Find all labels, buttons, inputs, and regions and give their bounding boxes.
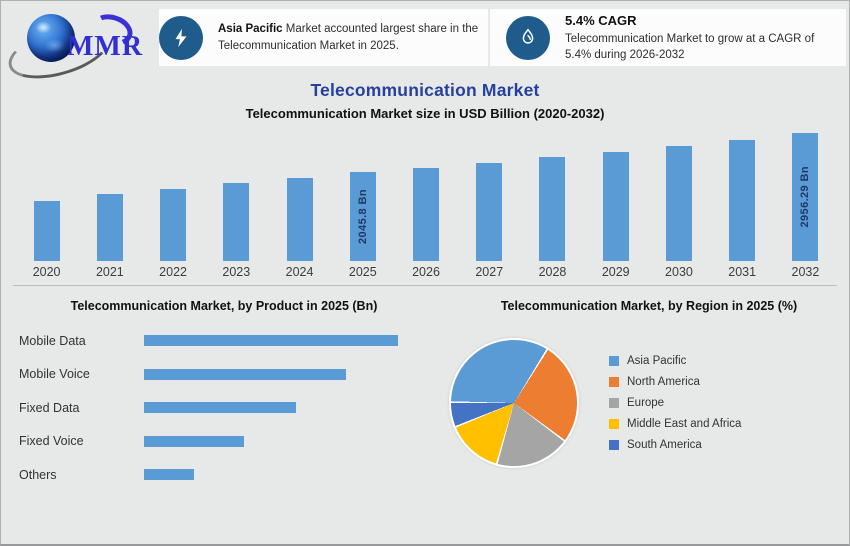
- lightning-icon: [159, 15, 203, 60]
- bar-2031: [729, 139, 756, 261]
- legend-label: South America: [627, 438, 702, 451]
- product-row: Mobile Voice: [1, 358, 447, 392]
- bar-column-2026: [394, 129, 457, 261]
- product-bar: [144, 335, 399, 347]
- product-row: Fixed Data: [1, 391, 447, 425]
- bar-column-2023: [205, 129, 268, 261]
- logo-text: MMR: [67, 31, 144, 62]
- legend-item: Middle East and Africa: [609, 413, 741, 434]
- legend-label: Asia Pacific: [627, 354, 687, 367]
- x-tick-2020: 2020: [32, 265, 61, 279]
- region-chart: Telecommunication Market, by Region in 2…: [447, 293, 849, 468]
- bar-2021: [96, 194, 123, 261]
- legend-label: Middle East and Africa: [627, 417, 742, 430]
- x-tick-2027: 2027: [475, 265, 504, 279]
- bar-column-2027: [458, 129, 521, 261]
- page-title: Telecommunication Market: [310, 80, 540, 100]
- flame-icon: [506, 15, 550, 60]
- product-row: Mobile Data: [1, 324, 447, 358]
- callout-asia-pacific-text: Asia Pacific Market accounted largest sh…: [218, 21, 488, 53]
- callout-highlight: Asia Pacific: [218, 23, 283, 36]
- bar-2030: [665, 145, 692, 261]
- x-tick-2022: 2022: [159, 265, 187, 279]
- globe-icon: [27, 14, 75, 62]
- product-label: Fixed Voice: [19, 434, 84, 449]
- legend-label: Europe: [627, 396, 665, 409]
- callout-cagr-text: 5.4% CAGR Telecommunication Market to gr…: [565, 12, 846, 63]
- product-bar: [144, 368, 347, 380]
- product-row: Others: [1, 458, 447, 492]
- product-label: Fixed Data: [19, 400, 80, 415]
- bar-column-2032: 2956.29 Bn: [774, 129, 837, 261]
- bar-2032: 2956.29 Bn: [792, 132, 819, 261]
- bar-2024: [286, 177, 313, 261]
- callout-rest: Market accounted largest share in the Te…: [218, 23, 479, 52]
- main-chart-title: Telecommunication Market size in USD Bil…: [245, 106, 605, 121]
- legend-swatch: [609, 355, 619, 366]
- legend-label: North America: [627, 375, 700, 388]
- bar-column-2021: [78, 129, 141, 261]
- x-tick-2028: 2028: [538, 265, 567, 279]
- bar-2028: [539, 157, 566, 261]
- x-tick-2024: 2024: [285, 265, 314, 279]
- product-chart: Telecommunication Market, by Product in …: [1, 293, 447, 492]
- x-tick-2026: 2026: [412, 265, 440, 279]
- callout-cagr: 5.4% CAGR Telecommunication Market to gr…: [490, 9, 846, 66]
- bar-column-2029: [584, 129, 647, 261]
- bar-2025: 2045.8 Bn: [349, 172, 376, 261]
- product-label: Mobile Data: [19, 333, 86, 348]
- bar-column-2025: 2045.8 Bn: [331, 129, 394, 261]
- callout-asia-pacific: Asia Pacific Market accounted largest sh…: [159, 9, 488, 66]
- cagr-body: Telecommunication Market to grow at a CA…: [565, 33, 815, 62]
- section-divider: [13, 285, 837, 286]
- bar-column-2020: [15, 129, 78, 261]
- bar-column-2024: [268, 129, 331, 261]
- bar-column-2022: [141, 129, 204, 261]
- x-tick-2031: 2031: [728, 265, 757, 279]
- product-chart-title: Telecommunication Market, by Product in …: [70, 299, 378, 313]
- product-bar-rows: Mobile Data Mobile Voice Fixed Data Fixed V…: [1, 324, 447, 492]
- region-chart-title: Telecommunication Market, by Region in 2…: [500, 299, 798, 313]
- legend-swatch: [609, 439, 619, 450]
- product-label: Mobile Voice: [19, 367, 90, 382]
- bar-2023: [223, 183, 250, 261]
- product-row: Fixed Voice: [1, 425, 447, 459]
- product-bar: [144, 469, 195, 481]
- legend-swatch: [609, 418, 619, 429]
- mmr-logo: MMR: [1, 1, 151, 89]
- product-bar: [144, 402, 297, 414]
- x-tick-2023: 2023: [222, 265, 251, 279]
- bar-column-2028: [521, 129, 584, 261]
- bar-2027: [476, 162, 503, 261]
- bar-2020: [33, 200, 60, 261]
- cagr-headline: 5.4% CAGR: [565, 12, 637, 28]
- x-tick-2025: 2025: [348, 265, 377, 279]
- bar-2029: [602, 151, 629, 261]
- annual-bar-plot: 2045.8 Bn 2956.29 Bn: [15, 129, 837, 261]
- bar-2026: [413, 167, 440, 261]
- product-label: Others: [19, 467, 57, 482]
- annual-market-size-chart: 2045.8 Bn 2956.29 Bn 2020 2021 2022 2023 2024…: [15, 129, 837, 283]
- product-bar: [144, 435, 245, 447]
- legend-item: Asia Pacific: [609, 350, 741, 371]
- region-pie: [449, 338, 579, 468]
- legend-swatch: [609, 397, 619, 408]
- bar-column-2031: [711, 129, 774, 261]
- x-tick-2032: 2032: [791, 265, 820, 279]
- region-legend: Asia Pacific North America Europe Middle Ea…: [609, 350, 741, 455]
- legend-item: Europe: [609, 392, 741, 413]
- x-tick-2030: 2030: [665, 265, 693, 279]
- bar-value-label-2032: 2956.29 Bn: [799, 166, 812, 228]
- annual-x-axis: 2020 2021 2022 2023 2024 2025 2026 2027 2028 2029…: [15, 261, 837, 283]
- bar-value-label-2025: 2045.8 Bn: [356, 189, 369, 245]
- x-tick-2021: 2021: [95, 265, 124, 279]
- legend-swatch: [609, 376, 619, 387]
- bar-2022: [160, 188, 187, 261]
- bar-column-2030: [647, 129, 710, 261]
- legend-item: North America: [609, 371, 741, 392]
- x-tick-2029: 2029: [601, 265, 630, 279]
- legend-item: South America: [609, 434, 741, 455]
